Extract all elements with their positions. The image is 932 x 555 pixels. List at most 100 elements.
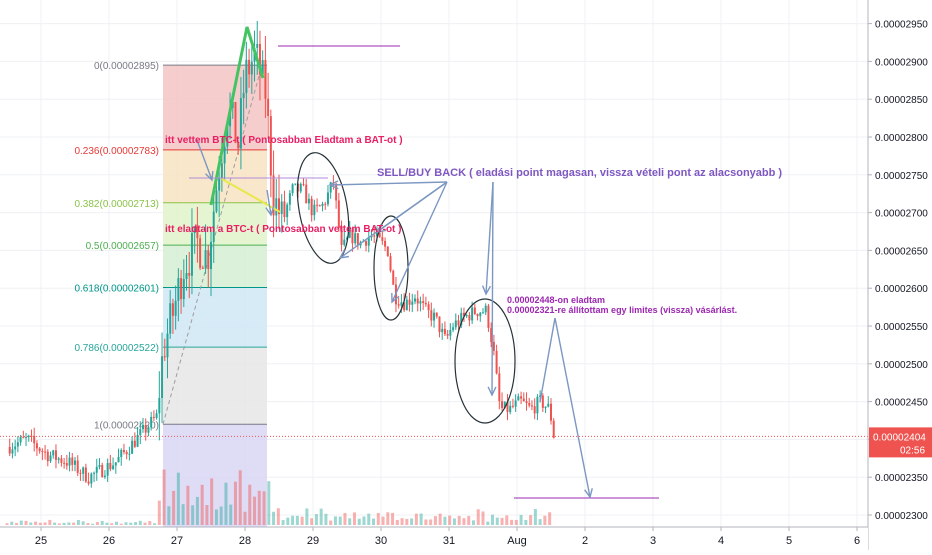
volume-bar [352, 512, 356, 525]
candle-body [171, 303, 174, 316]
arrow-head [375, 223, 386, 233]
candle-body [530, 405, 533, 407]
candle-body [117, 456, 120, 463]
time-axis[interactable]: 25 26 27 28 29 30 31 Aug 2 3 4 5 6 [0, 526, 868, 550]
time-tick-label: 28 [239, 535, 251, 547]
price-tick-label: 0.00002750 [875, 171, 928, 182]
candle-body [245, 59, 248, 93]
candle-body [479, 312, 482, 317]
volume-bar [34, 521, 38, 525]
candle-body [416, 298, 419, 304]
arrow-head [487, 386, 497, 397]
candle-body [471, 307, 474, 321]
volume-bar [372, 518, 376, 525]
volume-bar [491, 514, 495, 525]
volume-bar [181, 504, 185, 525]
candle-body [552, 420, 555, 438]
candle-body [169, 303, 172, 334]
volume-bar [400, 518, 404, 525]
price-axis[interactable]: 0.000023000.000023500.000024000.00002450… [867, 0, 932, 550]
candle-body [501, 401, 504, 408]
candle-body [103, 475, 106, 478]
candle-body [16, 442, 19, 447]
annotation-bought: itt vettem BTC-t ( Pontosabban Eladtam a… [165, 135, 403, 146]
volume-bar [105, 522, 109, 525]
arrow [485, 181, 494, 295]
volume-bar [76, 519, 80, 525]
volume-bar [495, 517, 499, 525]
volume-bar [529, 515, 533, 525]
candle-body [302, 183, 305, 185]
candle-body [258, 43, 261, 75]
candle-body [378, 232, 381, 238]
volume-bar [257, 490, 261, 525]
candle-body [8, 446, 11, 454]
candle-body [272, 175, 275, 216]
candle-body [520, 396, 523, 399]
candle-body [177, 278, 180, 301]
candle-body [60, 458, 63, 463]
candle-body [190, 233, 193, 276]
candle-body [321, 203, 324, 207]
candle-body [354, 233, 357, 244]
candle-body [414, 298, 416, 302]
candle-body [144, 424, 147, 433]
candle-body [215, 190, 218, 212]
volume-bar [486, 521, 490, 525]
volume-bar [381, 516, 385, 525]
drawings[interactable] [0, 26, 868, 499]
candle-body [433, 312, 436, 321]
candle-body [142, 424, 144, 430]
volume-bar [153, 523, 157, 525]
volume-bar [291, 515, 295, 525]
price-axis-background [868, 0, 932, 550]
candle-body [207, 250, 210, 270]
volume-bar [329, 520, 333, 525]
candle-body [106, 462, 109, 476]
fib-level-label: 0(0.00002895) [94, 61, 159, 72]
candle-body [465, 315, 468, 317]
candle-body [468, 315, 471, 321]
volume-bar [362, 516, 366, 525]
candle-body [517, 396, 520, 401]
price-tick-label: 0.00002900 [875, 57, 928, 68]
price-tick-label: 0.00002950 [875, 20, 928, 31]
candle-body [511, 405, 514, 407]
candle-body [269, 116, 272, 176]
volume-bar [452, 518, 456, 525]
candle-body [422, 301, 425, 304]
price-tick-label: 0.00002600 [875, 284, 928, 295]
candle-body [95, 466, 98, 473]
volume-bar [176, 472, 180, 525]
candle-body [452, 327, 455, 330]
candle-body [65, 463, 68, 466]
arrow [539, 317, 556, 403]
volume-bar [471, 520, 475, 525]
candle-body [310, 198, 313, 216]
candle-body [158, 398, 161, 414]
candle-body [473, 307, 476, 314]
candle-body [223, 146, 226, 164]
candle-body [498, 373, 501, 402]
fibonacci-retracement[interactable]: 0(0.00002895) 0.236(0.00002783) 0.382(0.00… [74, 61, 267, 527]
annotation-limit-order: 0.00002321-re állítottam egy limites (vi… [507, 305, 737, 315]
volume-bar [100, 520, 104, 525]
candle-body [544, 406, 547, 408]
candle-body [381, 237, 384, 241]
candle-body [199, 238, 202, 268]
candle-body [76, 460, 79, 473]
candle-body [93, 472, 96, 474]
volume-bar [262, 491, 266, 525]
volume-bar [29, 522, 33, 525]
volume-bar [229, 504, 233, 525]
candle-body [547, 403, 550, 407]
candle-body [536, 396, 539, 414]
candle-body [237, 142, 240, 149]
price-tick-label: 0.00002650 [875, 246, 928, 257]
fib-level-label: 1(0.00002420) [94, 420, 159, 431]
volume-bar [448, 515, 452, 525]
candle-body [384, 240, 387, 247]
candle-body [326, 192, 329, 205]
